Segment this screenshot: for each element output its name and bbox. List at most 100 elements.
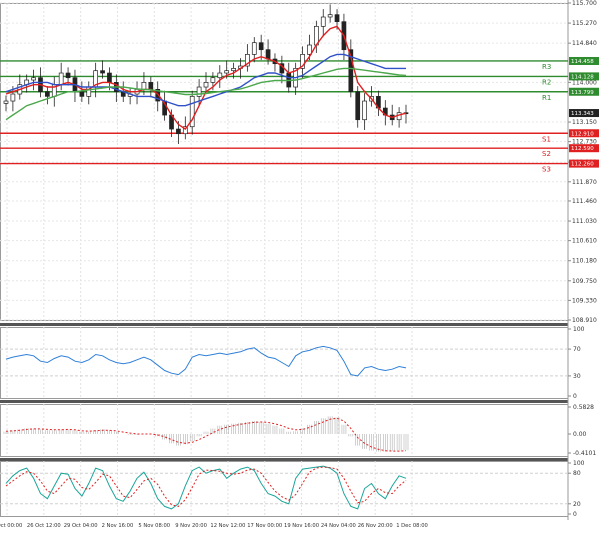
level-name-R1: R1 xyxy=(542,94,551,102)
candle-body xyxy=(189,96,195,128)
level-price-label-R2: 114.128 xyxy=(571,74,594,80)
candle-body xyxy=(307,44,312,55)
candle-body xyxy=(355,91,361,121)
candle-body xyxy=(141,82,147,90)
price-tick-label: 110.180 xyxy=(572,258,597,265)
candle-body xyxy=(31,77,36,81)
price-tick-label: 115.700 xyxy=(572,0,597,7)
candle-body xyxy=(148,82,154,90)
candle-body xyxy=(320,16,326,27)
rsi-tick-label: 30 xyxy=(573,373,581,380)
time-tick-label: 2 Nov 16:00 xyxy=(102,523,134,529)
price-tick-label: 111.460 xyxy=(572,198,597,205)
last-price-box xyxy=(569,109,599,118)
candle-body xyxy=(182,126,188,135)
price-tick-label: 112.730 xyxy=(572,139,597,146)
price-tick-label: 108.910 xyxy=(572,317,597,324)
time-tick-label: 24 Nov 04:00 xyxy=(321,523,356,529)
stoch-tick-label: 80 xyxy=(573,470,581,477)
price-tick-label: 110.610 xyxy=(572,238,597,245)
moving-average-line-0 xyxy=(5,25,407,131)
rsi-line xyxy=(5,345,407,377)
time-tick-label: 26 Oct 12:00 xyxy=(27,523,61,529)
macd-tick-label: 0.5828 xyxy=(573,404,594,411)
stoch-tick-label: 20 xyxy=(573,501,581,508)
rsi-tick-label: 70 xyxy=(573,346,581,353)
level-price-box-R3 xyxy=(569,56,599,65)
stoch-tick-label: 0 xyxy=(573,511,577,518)
candle-body xyxy=(300,54,305,69)
price-tick-label: 109.330 xyxy=(572,297,597,304)
candle-body xyxy=(327,14,333,18)
candle-body xyxy=(245,54,250,67)
candle-body xyxy=(100,70,105,74)
candle-body xyxy=(258,42,264,51)
stoch-k-line xyxy=(5,465,407,510)
time-tick-label: 19 Nov 16:00 xyxy=(284,523,319,529)
candle-body xyxy=(362,100,367,121)
time-tick-label: 17 Nov 00:00 xyxy=(247,523,282,529)
panel-frame-1 xyxy=(0,327,569,399)
candle-body xyxy=(65,72,71,79)
candle-body xyxy=(3,100,9,104)
price-tick-label: 111.030 xyxy=(572,218,597,225)
price-tick-label: 114.000 xyxy=(572,79,597,86)
level-price-label-S1: 112.910 xyxy=(571,131,594,137)
time-tick-label: 5 Nov 08:00 xyxy=(138,523,170,529)
macd-tick-label: -0.4101 xyxy=(573,450,596,457)
level-price-box-S2 xyxy=(569,144,599,153)
candle-body xyxy=(79,91,85,97)
candle-body xyxy=(107,72,112,83)
candle-body xyxy=(251,42,257,55)
candle-body xyxy=(210,77,216,83)
level-price-box-S1 xyxy=(569,129,599,138)
panel-separator-0 xyxy=(0,323,568,326)
candle-body xyxy=(10,93,16,102)
panel-separator-1 xyxy=(0,400,568,403)
candle-body xyxy=(231,68,236,72)
time-tick-label: 12 Nov 12:00 xyxy=(210,523,245,529)
time-tick-label: 1 Dec 08:00 xyxy=(396,523,428,529)
last-price-label: 113.343 xyxy=(571,111,594,117)
price-tick-label: 114.840 xyxy=(572,40,597,47)
time-tick-label: 26 Nov 20:00 xyxy=(358,523,393,529)
candle-body xyxy=(334,14,340,23)
candle-body xyxy=(348,49,354,93)
level-price-box-R1 xyxy=(569,87,599,96)
level-name-S1: S1 xyxy=(542,135,551,143)
candle-body xyxy=(217,72,223,79)
stoch-tick-label: 100 xyxy=(573,460,585,467)
time-tick-label: 9 Nov 20:00 xyxy=(175,523,207,529)
level-name-R3: R3 xyxy=(542,63,551,71)
price-tick-label: 109.750 xyxy=(572,278,597,285)
candle-body xyxy=(224,70,230,74)
level-name-S2: S2 xyxy=(542,150,551,158)
candle-body xyxy=(58,72,64,86)
level-price-label-S3: 112.260 xyxy=(571,162,594,168)
price-tick-label: 113.150 xyxy=(572,119,597,126)
time-tick-label: 2 Oct 00:00 xyxy=(0,523,22,529)
panel-frame-2 xyxy=(0,404,569,457)
time-tick-label: 29 Oct 04:00 xyxy=(64,523,98,529)
candle-body xyxy=(203,82,209,88)
rsi-tick-label: 100 xyxy=(573,326,585,333)
candle-body xyxy=(176,128,181,135)
level-price-label-S2: 112.590 xyxy=(571,146,594,152)
panel-separator-2 xyxy=(0,458,568,461)
moving-average-line-2 xyxy=(5,67,407,121)
price-tick-label: 111.870 xyxy=(572,179,597,186)
level-name-S3: S3 xyxy=(542,166,551,174)
price-tick-label: 115.270 xyxy=(572,20,597,27)
level-price-box-R2 xyxy=(569,72,599,81)
candle-body xyxy=(196,86,202,97)
macd-tick-label: 0.00 xyxy=(573,431,587,438)
candle-body xyxy=(265,49,271,60)
level-name-R2: R2 xyxy=(542,78,551,86)
level-price-box-S3 xyxy=(569,159,599,168)
stoch-d-line xyxy=(5,466,407,507)
candle-body xyxy=(45,91,50,97)
level-price-label-R3: 114.458 xyxy=(571,59,594,65)
rsi-tick-label: 0 xyxy=(573,393,577,400)
